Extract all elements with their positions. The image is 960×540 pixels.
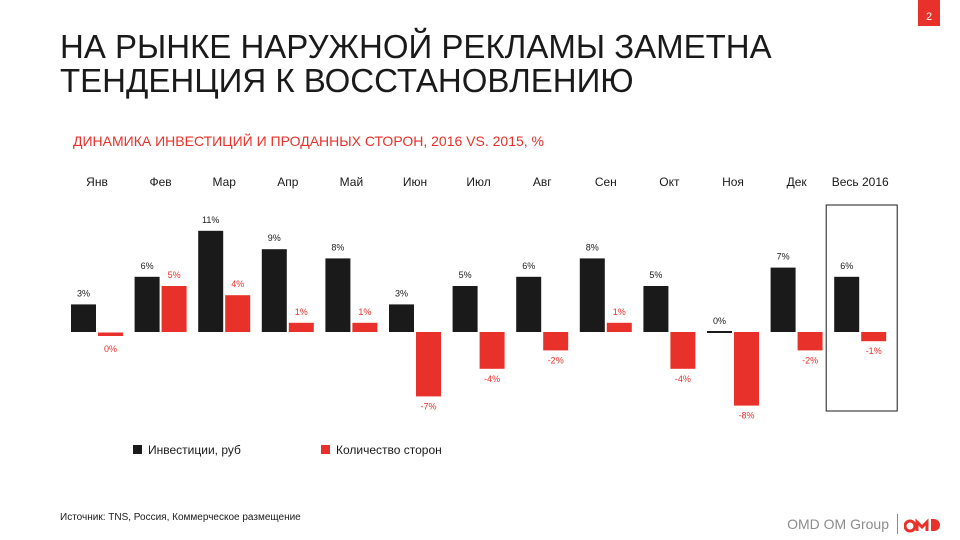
data-label-investments: 5%: [459, 270, 472, 280]
bar-sides: [479, 332, 505, 369]
data-label-investments: 6%: [840, 261, 853, 271]
bar-sides: [606, 322, 632, 332]
brand-name: OMD OM Group: [787, 516, 889, 532]
data-label-sides: -7%: [420, 401, 436, 411]
category-group-ноя: Ноя 0% -8%: [707, 175, 759, 421]
data-label-sides: -1%: [866, 346, 882, 356]
bar-sides: [670, 332, 696, 369]
source-note: Источник: TNS, Россия, Коммерческое разм…: [60, 512, 301, 523]
category-label: Июн: [403, 175, 427, 189]
data-label-investments: 3%: [77, 288, 90, 298]
brand-separator: [897, 514, 898, 534]
bar-sides: [161, 286, 187, 332]
category-label: Авг: [533, 175, 552, 189]
bar-investments: [834, 276, 860, 332]
bar-investments: [707, 331, 732, 333]
highlight-frame: [825, 204, 898, 412]
category-group-апр: Апр 9% 1%: [261, 175, 314, 332]
category-group-авг: Авг 6% -2%: [516, 175, 569, 365]
bar-investments: [579, 258, 605, 332]
page-title-line-1: НА РЫНКЕ НАРУЖНОЙ РЕКЛАМЫ ЗАМЕТНА: [60, 28, 772, 65]
bar-sides: [543, 332, 569, 351]
page-title-line-2: ТЕНДЕНЦИЯ К ВОССТАНОВЛЕНИЮ: [60, 62, 634, 99]
bar-sides: [352, 322, 378, 332]
bar-investments: [198, 230, 224, 332]
category-label: Дек: [787, 175, 808, 189]
category-group-июл: Июл 5% -4%: [452, 175, 505, 384]
data-label-sides: 1%: [613, 307, 626, 317]
page-number: 2: [918, 0, 940, 26]
category-label: Янв: [86, 175, 108, 189]
bar-sides: [225, 295, 251, 332]
category-group-май: Май 8% 1%: [325, 175, 378, 332]
data-label-investments: 6%: [141, 261, 154, 271]
bar-investments: [134, 276, 160, 332]
legend-swatch-sides: [321, 445, 330, 454]
bar-investments: [452, 286, 478, 332]
data-label-sides: 5%: [168, 270, 181, 280]
data-label-investments: 6%: [522, 261, 535, 271]
legend-swatch-investments: [133, 445, 142, 454]
category-label: Окт: [659, 175, 680, 189]
category-label: Весь 2016: [832, 175, 889, 189]
omd-logo-icon: [904, 518, 940, 533]
bar-sides: [861, 332, 887, 342]
legend-label-sides: Количество сторон: [336, 443, 442, 457]
category-label: Мар: [212, 175, 236, 189]
data-label-investments: 7%: [777, 252, 790, 262]
bar-chart: Янв 3% 0% Фев 6% 5% Мар 11% 4% Апр 9% 1% Май 8% 1% Июн 3…: [71, 175, 898, 421]
legend-label-investments: Инвестиции, руб: [148, 443, 241, 457]
brand-footer: OMD OM Group: [787, 514, 940, 534]
category-group-сен: Сен 8% 1%: [579, 175, 632, 332]
page-title: НА РЫНКЕ НАРУЖНОЙ РЕКЛАМЫ ЗАМЕТНА ТЕНДЕН…: [60, 30, 840, 98]
data-label-sides: -2%: [548, 355, 564, 365]
data-label-sides: 1%: [358, 307, 371, 317]
data-label-investments: 11%: [202, 215, 219, 225]
bar-sides: [797, 332, 823, 351]
legend-item-sides: Количество сторон: [321, 443, 442, 457]
bar-investments: [643, 286, 669, 332]
data-label-investments: 5%: [649, 270, 662, 280]
category-label: Апр: [277, 175, 299, 189]
bar-sides: [288, 322, 314, 332]
category-group-окт: Окт 5% -4%: [643, 175, 696, 384]
bar-sides: [416, 332, 441, 397]
category-label: Июл: [466, 175, 490, 189]
data-label-investments: 8%: [586, 242, 599, 252]
category-group-фев: Фев 6% 5%: [134, 175, 187, 332]
bar-investments: [71, 304, 96, 332]
chart-title: ДИНАМИКА ИНВЕСТИЦИЙ И ПРОДАННЫХ СТОРОН, …: [73, 133, 544, 149]
category-label: Фев: [150, 175, 172, 189]
data-label-sides: 0%: [104, 344, 117, 354]
data-label-sides: -4%: [675, 374, 691, 384]
bar-investments: [325, 258, 351, 332]
category-label: Сен: [595, 175, 617, 189]
category-label: Ноя: [722, 175, 744, 189]
data-label-sides: -4%: [484, 374, 500, 384]
category-group-июн: Июн 3% -7%: [389, 175, 441, 411]
data-label-sides: 4%: [231, 279, 244, 289]
bar-sides: [734, 332, 759, 406]
data-label-investments: 0%: [713, 316, 726, 326]
category-group-янв: Янв 3% 0%: [71, 175, 123, 354]
data-label-sides: 1%: [295, 307, 308, 317]
category-group-дек: Дек 7% -2%: [770, 175, 823, 365]
data-label-sides: -8%: [738, 411, 754, 421]
category-group-весь-2016: Весь 2016 6% -1%: [825, 175, 898, 412]
data-label-investments: 9%: [268, 233, 281, 243]
bar-sides: [98, 332, 123, 336]
data-label-investments: 8%: [331, 242, 344, 252]
category-group-мар: Мар 11% 4%: [198, 175, 251, 332]
category-label: Май: [340, 175, 364, 189]
bar-investments: [770, 267, 796, 332]
data-label-investments: 3%: [395, 288, 408, 298]
bar-investments: [389, 304, 414, 332]
bar-investments: [261, 249, 287, 332]
legend-item-investments: Инвестиции, руб: [133, 443, 241, 457]
bar-investments: [516, 276, 542, 332]
data-label-sides: -2%: [802, 355, 818, 365]
